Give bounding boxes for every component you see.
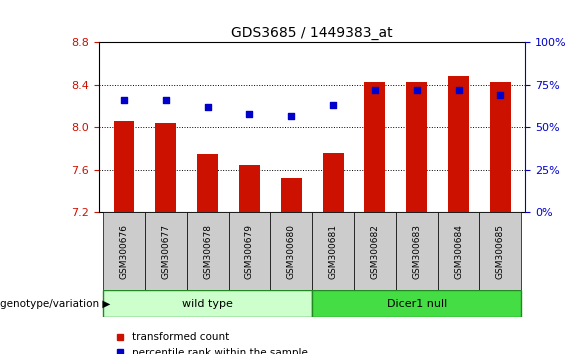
Bar [323, 153, 344, 212]
Bar [354, 212, 396, 290]
Text: wild type: wild type [182, 298, 233, 309]
Point [286, 113, 295, 118]
Bar [270, 212, 312, 290]
Text: GSM300680: GSM300680 [287, 224, 295, 279]
Point [454, 87, 463, 93]
Point [203, 104, 212, 110]
Bar [186, 212, 228, 290]
Bar [448, 76, 469, 212]
Bar [312, 290, 521, 317]
Point [329, 103, 338, 108]
Bar [197, 154, 218, 212]
Bar [103, 212, 145, 290]
Bar [312, 212, 354, 290]
Bar [480, 212, 521, 290]
Text: GSM300681: GSM300681 [329, 224, 337, 279]
Point [371, 87, 380, 93]
Text: Dicer1 null: Dicer1 null [386, 298, 447, 309]
Text: GSM300676: GSM300676 [119, 224, 128, 279]
Title: GDS3685 / 1449383_at: GDS3685 / 1449383_at [231, 26, 393, 40]
Text: GSM300685: GSM300685 [496, 224, 505, 279]
Bar [114, 121, 134, 212]
Text: GSM300684: GSM300684 [454, 224, 463, 279]
Point [412, 87, 421, 93]
Text: GSM300682: GSM300682 [371, 224, 379, 279]
Text: GSM300683: GSM300683 [412, 224, 421, 279]
Legend: transformed count, percentile rank within the sample: transformed count, percentile rank withi… [115, 332, 308, 354]
Bar [228, 212, 270, 290]
Bar [490, 82, 511, 212]
Bar [239, 165, 260, 212]
Point [119, 97, 128, 103]
Bar [438, 212, 480, 290]
Bar [281, 178, 302, 212]
Bar [364, 82, 385, 212]
Point [245, 111, 254, 117]
Bar [103, 290, 312, 317]
Bar [396, 212, 438, 290]
Text: GSM300679: GSM300679 [245, 224, 254, 279]
Text: GSM300677: GSM300677 [161, 224, 170, 279]
Text: GSM300678: GSM300678 [203, 224, 212, 279]
Text: genotype/variation ▶: genotype/variation ▶ [0, 298, 110, 309]
Bar [155, 123, 176, 212]
Point [161, 97, 170, 103]
Bar [145, 212, 186, 290]
Bar [406, 82, 427, 212]
Point [496, 92, 505, 98]
